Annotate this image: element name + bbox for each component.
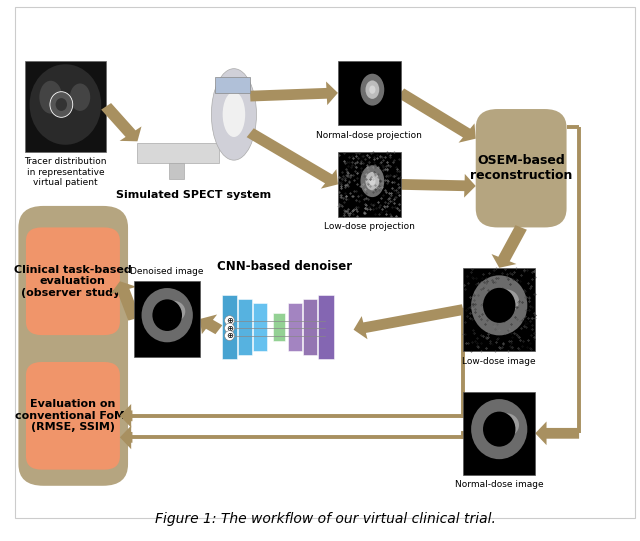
Text: ⊕: ⊕ bbox=[226, 324, 233, 333]
Bar bbox=[289, 304, 302, 351]
Text: OSEM-based
reconstruction: OSEM-based reconstruction bbox=[470, 154, 572, 182]
Text: Low-dose image: Low-dose image bbox=[463, 357, 536, 366]
Ellipse shape bbox=[141, 288, 193, 342]
FancyBboxPatch shape bbox=[26, 227, 120, 335]
Text: Simulated SPECT system: Simulated SPECT system bbox=[116, 190, 271, 200]
Polygon shape bbox=[120, 404, 132, 428]
Bar bbox=[463, 268, 535, 351]
Text: Tracer distribution
in representative
virtual patient: Tracer distribution in representative vi… bbox=[24, 157, 107, 187]
Bar bbox=[253, 304, 267, 351]
Polygon shape bbox=[250, 82, 338, 105]
Polygon shape bbox=[492, 225, 527, 268]
Polygon shape bbox=[401, 174, 476, 197]
Bar bbox=[222, 295, 237, 359]
Bar bbox=[138, 143, 219, 163]
Ellipse shape bbox=[39, 81, 62, 114]
Bar bbox=[25, 61, 106, 152]
Polygon shape bbox=[120, 426, 132, 449]
Bar bbox=[134, 281, 200, 357]
Ellipse shape bbox=[483, 288, 515, 323]
Polygon shape bbox=[246, 128, 338, 189]
Ellipse shape bbox=[223, 92, 245, 137]
Ellipse shape bbox=[471, 399, 527, 459]
Polygon shape bbox=[353, 304, 465, 339]
FancyBboxPatch shape bbox=[26, 362, 120, 470]
Text: Clinical task-based
evaluation
(observer study): Clinical task-based evaluation (observer… bbox=[14, 265, 132, 298]
Polygon shape bbox=[110, 281, 140, 321]
Ellipse shape bbox=[211, 69, 257, 160]
Ellipse shape bbox=[152, 299, 182, 331]
Polygon shape bbox=[535, 421, 579, 445]
Ellipse shape bbox=[163, 301, 186, 322]
Polygon shape bbox=[397, 89, 476, 143]
Ellipse shape bbox=[56, 98, 67, 111]
Text: Normal-dose projection: Normal-dose projection bbox=[316, 130, 422, 140]
Ellipse shape bbox=[494, 289, 519, 313]
Ellipse shape bbox=[471, 275, 527, 335]
Bar bbox=[169, 163, 184, 179]
Bar bbox=[273, 313, 285, 341]
Text: Evaluation on
conventional FoMs
(RMSE, SSIM): Evaluation on conventional FoMs (RMSE, S… bbox=[15, 399, 131, 432]
Text: ⊕: ⊕ bbox=[226, 331, 233, 340]
Ellipse shape bbox=[70, 83, 90, 111]
Bar bbox=[338, 152, 401, 217]
Bar bbox=[303, 299, 317, 355]
FancyBboxPatch shape bbox=[19, 206, 128, 486]
Ellipse shape bbox=[369, 177, 376, 186]
Polygon shape bbox=[200, 314, 222, 334]
Ellipse shape bbox=[29, 64, 101, 145]
Text: Denoised image: Denoised image bbox=[131, 267, 204, 276]
Ellipse shape bbox=[483, 412, 515, 447]
Bar bbox=[215, 77, 250, 93]
Ellipse shape bbox=[365, 172, 380, 190]
Bar bbox=[319, 295, 333, 359]
FancyBboxPatch shape bbox=[476, 109, 566, 227]
Polygon shape bbox=[101, 103, 141, 141]
Ellipse shape bbox=[360, 165, 384, 197]
Ellipse shape bbox=[365, 81, 380, 99]
Ellipse shape bbox=[50, 92, 73, 117]
Bar bbox=[338, 61, 401, 125]
Ellipse shape bbox=[494, 413, 519, 437]
Bar bbox=[238, 299, 252, 355]
Text: Low-dose projection: Low-dose projection bbox=[324, 222, 415, 231]
Ellipse shape bbox=[360, 74, 384, 105]
Bar bbox=[463, 392, 535, 475]
Text: Figure 1: The workflow of our virtual clinical trial.: Figure 1: The workflow of our virtual cl… bbox=[155, 512, 496, 526]
Ellipse shape bbox=[369, 85, 376, 94]
Text: CNN-based denoiser: CNN-based denoiser bbox=[217, 260, 352, 273]
Text: ⊕: ⊕ bbox=[226, 316, 233, 325]
Text: Normal-dose image: Normal-dose image bbox=[455, 480, 543, 490]
